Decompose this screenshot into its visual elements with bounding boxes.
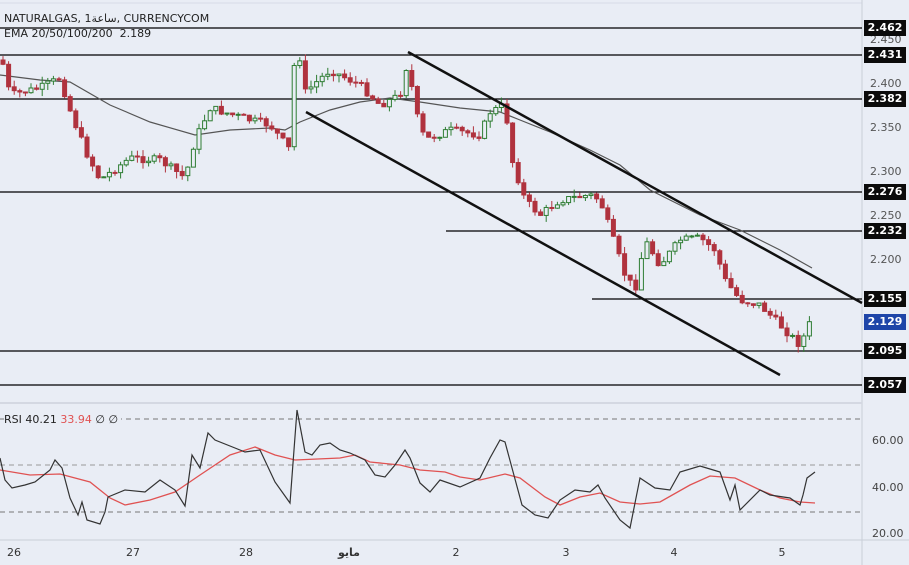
time-tick: 2 bbox=[452, 546, 460, 559]
time-tick: 4 bbox=[670, 546, 678, 559]
level-price-label: 2.095 bbox=[864, 343, 906, 359]
level-price-label: 2.276 bbox=[864, 184, 906, 200]
time-tick: 5 bbox=[778, 546, 786, 559]
price-tick: 2.350 bbox=[870, 121, 902, 134]
level-price-label: 2.057 bbox=[864, 377, 906, 393]
horizontal-levels bbox=[0, 27, 862, 386]
channel-upper-trendline[interactable] bbox=[407, 50, 863, 305]
ema-legend: EMA 20/50/100/200 2.189 bbox=[4, 27, 151, 40]
current-price-label: 2.129 bbox=[864, 314, 906, 330]
price-tick: 2.200 bbox=[870, 253, 902, 266]
rsi-extra-2: ∅ bbox=[108, 413, 119, 426]
rsi-tick: 40.00 bbox=[872, 481, 904, 494]
level-price-label: 2.431 bbox=[864, 47, 906, 63]
price-tick: 2.300 bbox=[870, 165, 902, 178]
level-price-label: 2.155 bbox=[864, 291, 906, 307]
price-tick: 2.400 bbox=[870, 77, 902, 90]
rsi-ma-value: 33.94 bbox=[60, 413, 92, 426]
ema-line bbox=[0, 74, 813, 269]
level-price-label: 2.382 bbox=[864, 91, 906, 107]
rsi-ma-line bbox=[0, 446, 816, 506]
candlesticks bbox=[0, 54, 812, 353]
rsi-legend: RSI 40.21 33.94 ∅ ∅ bbox=[4, 413, 122, 426]
time-tick: 27 bbox=[126, 546, 140, 559]
level-price-label: 2.232 bbox=[864, 223, 906, 239]
rsi-value: 40.21 bbox=[25, 413, 57, 426]
rsi-line bbox=[0, 409, 816, 530]
ema-value: 2.189 bbox=[119, 27, 152, 40]
time-tick: 3 bbox=[562, 546, 570, 559]
rsi-extra-1: ∅ bbox=[95, 413, 105, 426]
rsi-tick: 20.00 bbox=[872, 527, 904, 540]
price-tick: 2.450 bbox=[870, 33, 902, 46]
level-price-label: 2.462 bbox=[864, 20, 906, 36]
time-tick: 26 bbox=[7, 546, 21, 559]
channel-lower-trendline[interactable] bbox=[305, 110, 781, 377]
ema-label: EMA 20/50/100/200 bbox=[4, 27, 113, 40]
time-tick: مايو bbox=[338, 546, 360, 559]
rsi-tick: 60.00 bbox=[872, 434, 904, 447]
symbol-legend: NATURALGAS, 1ساعة, CURRENCYCOM bbox=[4, 12, 209, 25]
symbol-title: NATURALGAS, 1ساعة, CURRENCYCOM bbox=[4, 12, 210, 25]
rsi-label: RSI bbox=[4, 413, 22, 426]
time-tick: 28 bbox=[239, 546, 253, 559]
price-tick: 2.250 bbox=[870, 209, 902, 222]
